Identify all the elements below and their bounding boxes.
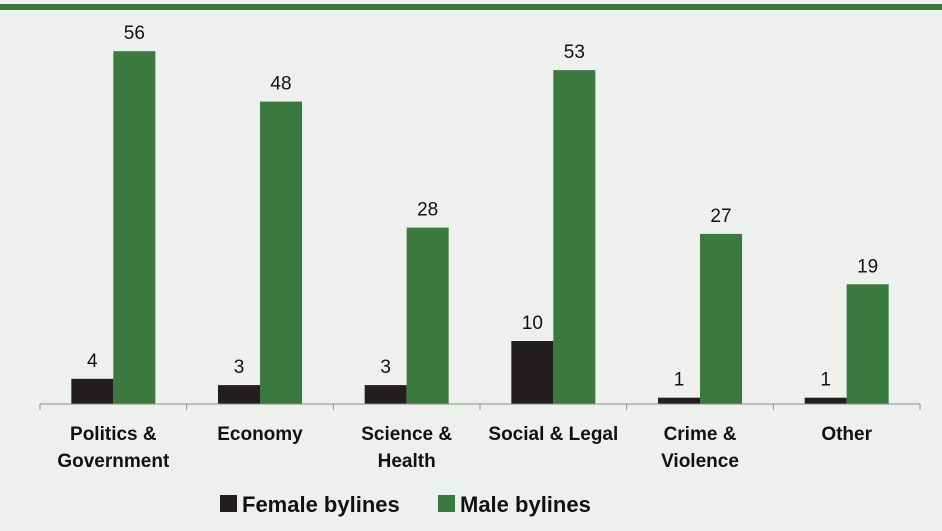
- category-label: Crime & Violence: [661, 424, 739, 472]
- data-label: 56: [124, 23, 145, 44]
- bar-male: [406, 227, 449, 404]
- data-label: 3: [234, 357, 245, 378]
- data-label: 53: [564, 42, 585, 63]
- bar-female: [364, 385, 407, 404]
- data-label: 10: [522, 313, 543, 334]
- category-label: Social & Legal: [488, 424, 618, 445]
- category-label: Politics & Government: [57, 424, 170, 472]
- value-labels-group: 4 56 3 48 3 28 10 53 1 27 1 19: [87, 23, 878, 391]
- x-axis-ticks: [39, 404, 921, 410]
- bar-male: [846, 284, 889, 404]
- data-label: 4: [87, 351, 98, 372]
- legend-swatch: [220, 495, 237, 512]
- legend-label: Female bylines: [242, 492, 400, 517]
- category-label: Other: [821, 424, 872, 445]
- bar-male: [553, 70, 596, 404]
- data-label: 28: [417, 200, 438, 221]
- data-label: 27: [710, 206, 731, 227]
- category-label: Economy: [217, 424, 303, 445]
- bars-group: [71, 51, 889, 404]
- data-label: 1: [674, 370, 685, 391]
- bar-female: [511, 341, 554, 404]
- bar-female: [71, 378, 114, 404]
- bar-male: [113, 51, 156, 404]
- category-labels-group: Politics & Government Economy Science & Heal…: [57, 424, 872, 472]
- category-label: Science & Health: [361, 424, 452, 472]
- data-label: 3: [380, 357, 391, 378]
- bar-female: [804, 397, 847, 404]
- top-rule: [0, 4, 942, 10]
- legend-label: Male bylines: [460, 492, 591, 517]
- legend-swatch: [438, 495, 455, 512]
- bar-female: [218, 385, 260, 404]
- legend: Female bylines Male bylines: [220, 492, 591, 517]
- bar-male: [260, 101, 302, 404]
- data-label: 1: [820, 370, 831, 391]
- data-label: 48: [270, 74, 291, 95]
- bar-female: [658, 397, 700, 404]
- data-label: 19: [857, 256, 878, 277]
- bar-male: [700, 233, 742, 404]
